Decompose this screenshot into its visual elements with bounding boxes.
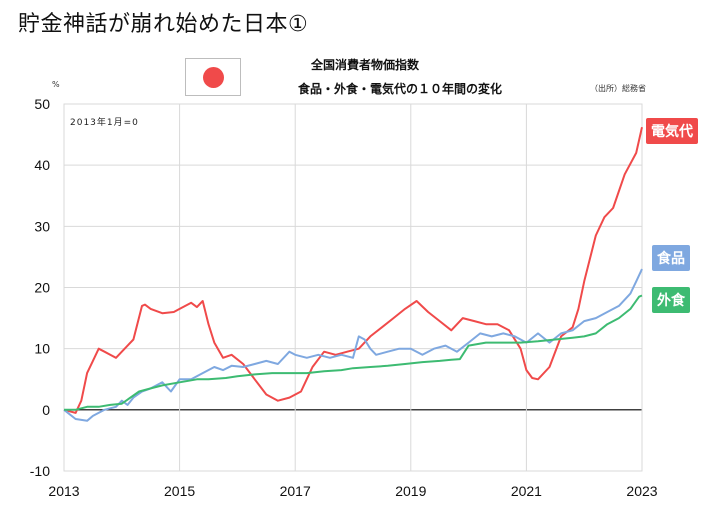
series-label-electricity: 電気代 (646, 118, 698, 144)
page-headline: 貯金神話が崩れ始めた日本① (18, 12, 309, 37)
base-note: 2013年1月=0 (70, 118, 139, 128)
y-tick-label: 0 (42, 402, 50, 418)
y-tick-label: 30 (34, 218, 50, 234)
x-tick-label: 2023 (626, 483, 657, 499)
series-line-food (63, 268, 643, 422)
x-tick-label: 2019 (395, 483, 426, 499)
x-tick-label: 2013 (48, 483, 79, 499)
series-line-electricity (63, 126, 643, 414)
series-line-dining (64, 294, 643, 411)
y-unit-label: % (52, 80, 60, 89)
x-tick-label: 2017 (280, 483, 311, 499)
series-label-dining: 外食 (652, 287, 690, 313)
source-note: （出所）総務省 (590, 84, 646, 93)
x-tick-label: 2015 (164, 483, 195, 499)
y-tick-label: 20 (34, 280, 50, 296)
japan-flag-icon (185, 58, 241, 96)
y-tick-label: 50 (34, 96, 50, 112)
y-tick-label: -10 (30, 463, 50, 479)
red-disc (203, 67, 224, 88)
y-tick-label: 10 (34, 341, 50, 357)
series-label-food: 食品 (652, 245, 690, 271)
chart-subtitle: 食品・外食・電気代の１０年間の変化 (297, 82, 502, 96)
x-tick-label: 2021 (511, 483, 542, 499)
chart-title: 全国消費者物価指数 (310, 58, 419, 72)
y-tick-label: 40 (34, 157, 50, 173)
